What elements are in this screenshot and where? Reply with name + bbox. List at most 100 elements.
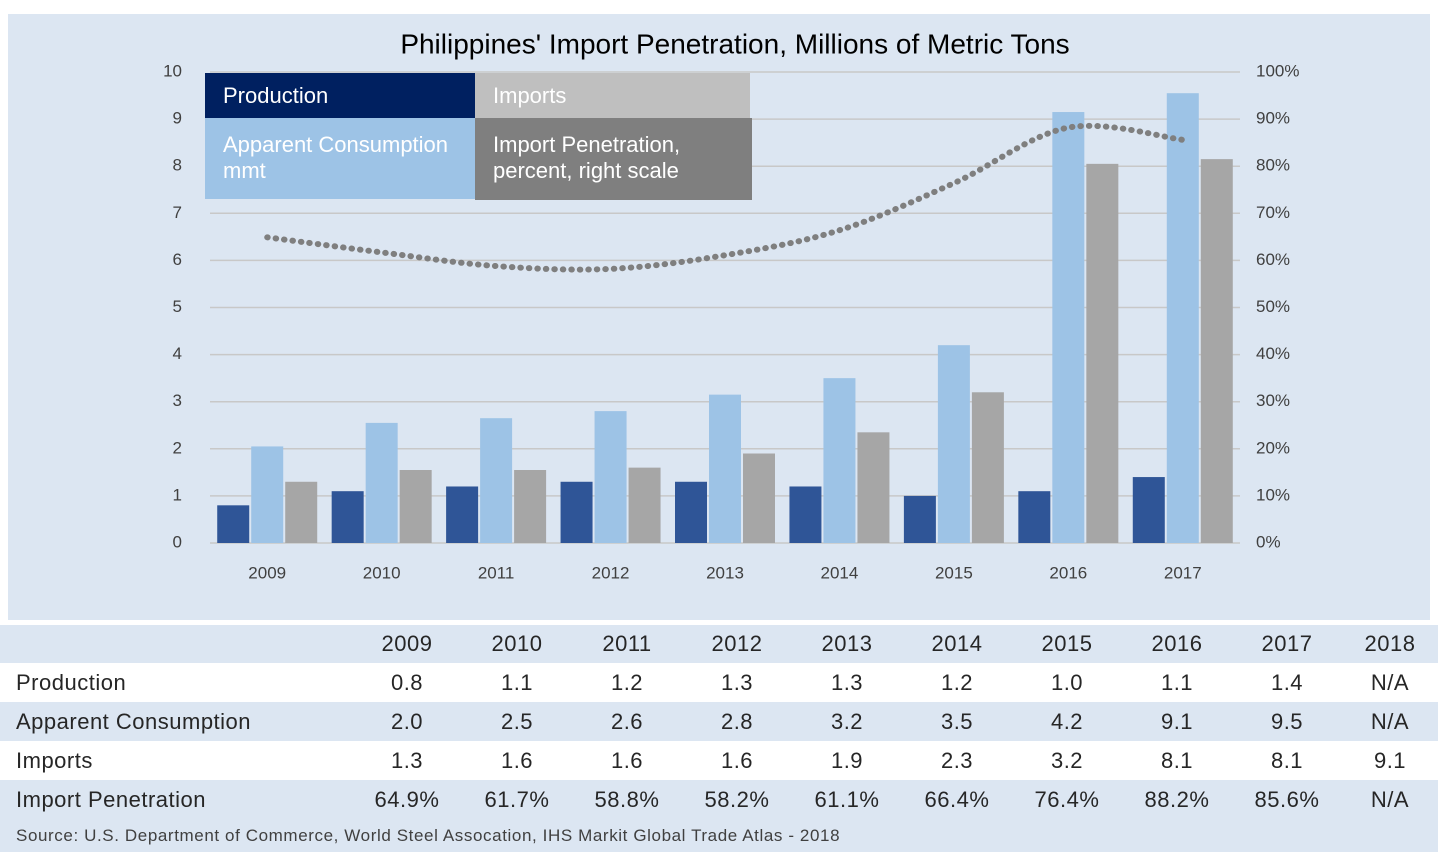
bar (560, 481, 593, 543)
cell: 61.7% (484, 786, 550, 812)
y-tick-label: 2 (173, 438, 182, 457)
cell: 2.6 (610, 708, 644, 734)
cell: 85.6% (1254, 786, 1320, 812)
bar (1018, 491, 1051, 543)
bar (399, 469, 432, 543)
bar (823, 378, 856, 543)
column-header: 2017 (1261, 631, 1313, 656)
cell: 58.8% (594, 786, 660, 812)
x-tick-label: 2013 (706, 563, 744, 582)
bar (446, 486, 479, 543)
y-tick-label: 3 (173, 391, 182, 410)
cell: 1.3 (390, 747, 424, 773)
cell: 1.1 (500, 669, 534, 695)
bar (217, 505, 250, 543)
bar (937, 345, 970, 543)
bar (971, 392, 1004, 543)
column-header: 2014 (931, 631, 983, 656)
table-row: Production 0.8 1.1 1.2 1.3 1.3 1.2 1.0 1.1 1.4 N/A (0, 663, 1438, 702)
x-tick-label: 2016 (1049, 563, 1087, 582)
y-tick-label: 4 (173, 344, 182, 363)
bar (1132, 477, 1165, 543)
y2-tick-label: 70% (1256, 203, 1290, 222)
bar (1200, 159, 1233, 543)
cell: 1.3 (830, 669, 864, 695)
cell: 1.3 (720, 669, 754, 695)
x-tick-label: 2012 (592, 563, 630, 582)
x-tick-label: 2009 (248, 563, 286, 582)
legend-entry: Apparent Consumption mmt (205, 118, 475, 199)
bar (331, 491, 364, 543)
bar (628, 467, 661, 543)
bar (1086, 163, 1119, 543)
cell: 9.1 (1373, 747, 1407, 773)
bar (514, 469, 547, 543)
cell: N/A (1370, 669, 1410, 695)
cell: 8.1 (1270, 747, 1304, 773)
cell: 88.2% (1144, 786, 1210, 812)
cell: 9.5 (1270, 708, 1304, 734)
y2-tick-label: 100% (1256, 61, 1299, 80)
cell: 1.6 (720, 747, 754, 773)
cell: 61.1% (814, 786, 880, 812)
y2-tick-label: 60% (1256, 250, 1290, 269)
cell: 1.6 (610, 747, 644, 773)
bar (480, 418, 513, 543)
cell: 4.2 (1050, 708, 1084, 734)
x-tick-label: 2011 (478, 563, 515, 582)
column-header: 2018 (1364, 631, 1416, 656)
table-row: Apparent Consumption 2.0 2.5 2.6 2.8 3.2 3.5 4.… (0, 702, 1438, 741)
bar (903, 495, 936, 543)
column-header: 2010 (491, 631, 543, 656)
row-label: Imports (16, 747, 93, 773)
y2-tick-label: 50% (1256, 297, 1290, 316)
cell: 1.9 (830, 747, 864, 773)
y-tick-label: 1 (173, 485, 182, 504)
column-header: 2011 (602, 631, 652, 656)
bar (365, 422, 398, 543)
cell: 3.2 (1050, 747, 1084, 773)
x-tick-label: 2010 (363, 563, 401, 582)
row-label: Production (16, 669, 127, 695)
cell: N/A (1370, 708, 1410, 734)
cell: 3.2 (830, 708, 864, 734)
bar (709, 394, 741, 543)
y2-tick-label: 40% (1256, 344, 1290, 363)
y2-tick-label: 80% (1256, 156, 1290, 175)
y2-tick-label: 10% (1256, 485, 1290, 504)
data-table: 2009 2010 2011 2012 2013 2014 2015 2016 2017 2018… (0, 625, 1438, 819)
table-row: Imports 1.3 1.6 1.6 1.6 1.9 2.3 3.2 8.1 8.1 9.1 (0, 741, 1438, 780)
cell: 1.1 (1160, 669, 1194, 695)
cell: 0.8 (390, 669, 424, 695)
y-tick-label: 7 (173, 203, 182, 222)
corner-cell (0, 625, 352, 663)
cell: 66.4% (924, 786, 990, 812)
bar (743, 453, 775, 543)
y2-tick-label: 30% (1256, 391, 1290, 410)
legend-entry: Import Penetration, percent, right scale (475, 118, 752, 200)
row-label: Import Penetration (16, 786, 206, 812)
y-tick-label: 9 (173, 109, 182, 128)
y-tick-label: 0 (173, 532, 182, 551)
column-header: 2016 (1151, 631, 1203, 656)
x-tick-label: 2014 (821, 563, 859, 582)
y-tick-label: 10 (163, 61, 182, 80)
chart-title: Philippines' Import Penetration, Million… (400, 28, 1069, 59)
column-header: 2012 (711, 631, 763, 656)
source: Source: U.S. Department of Commerce, Wor… (0, 819, 1438, 852)
legend-entry: Imports (475, 73, 750, 118)
row-label: Apparent Consumption (16, 708, 252, 734)
y-tick-label: 8 (173, 156, 182, 175)
cell: 2.8 (720, 708, 754, 734)
header-row: 2009 2010 2011 2012 2013 2014 2015 2016 2017 2018 (0, 625, 1438, 663)
cell: 2.5 (500, 708, 534, 734)
cell: N/A (1370, 786, 1410, 812)
cell: 76.4% (1034, 786, 1100, 812)
x-tick-label: 2015 (935, 563, 973, 582)
cell: 1.6 (500, 747, 534, 773)
column-header: 2015 (1041, 631, 1093, 656)
column-header: 2013 (821, 631, 873, 656)
bar (789, 486, 822, 543)
bar (857, 432, 890, 543)
